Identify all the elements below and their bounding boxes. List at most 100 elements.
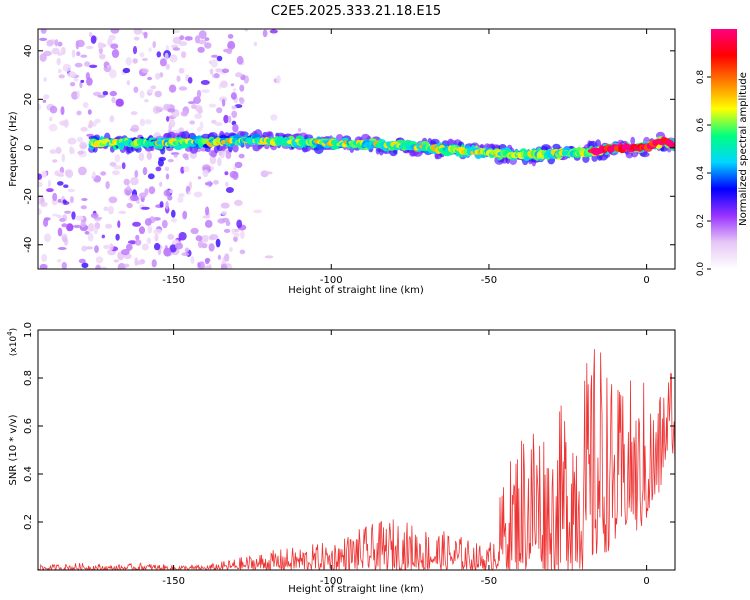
noise-blob xyxy=(67,188,76,193)
noise-blob xyxy=(121,249,130,256)
noise-blob xyxy=(55,146,62,154)
figure-title: C2E5.2025.333.21.18.E15 xyxy=(271,4,441,19)
noise-blob xyxy=(201,235,210,239)
noise-blob xyxy=(123,178,130,186)
noise-blob xyxy=(87,232,94,242)
noise-blob xyxy=(61,261,67,269)
noise-blob xyxy=(214,122,223,126)
noise-blob xyxy=(51,47,60,55)
noise-blob xyxy=(62,236,68,243)
noise-blob xyxy=(124,263,130,268)
noise-blob xyxy=(117,220,121,228)
noise-blob xyxy=(85,246,94,250)
noise-blob xyxy=(165,63,170,70)
noise-blob xyxy=(164,52,169,61)
y-tick-label: -20 xyxy=(23,188,34,204)
noise-blob xyxy=(230,92,237,100)
noise-blob xyxy=(88,31,93,38)
noise-blob xyxy=(225,187,234,193)
noise-blob xyxy=(71,148,75,155)
noise-blob xyxy=(231,229,236,235)
noise-blob xyxy=(146,237,152,245)
noise-blob xyxy=(76,39,85,48)
noise-blob xyxy=(84,61,91,67)
noise-blob xyxy=(110,29,120,34)
snr-multiplier-close: ) xyxy=(9,328,19,332)
snr-multiplier: (x104) xyxy=(6,328,19,356)
noise-blob xyxy=(99,53,106,60)
noise-blob xyxy=(110,43,119,49)
noise-blob xyxy=(181,51,187,59)
noise-blob xyxy=(47,179,52,188)
noise-blob xyxy=(58,74,65,79)
noise-blob xyxy=(46,188,54,193)
x-tick-label: -100 xyxy=(320,275,343,286)
noise-blob xyxy=(183,166,190,173)
ridge-blob xyxy=(630,136,636,145)
noise-blob xyxy=(90,35,97,44)
spectrogram-panel: -150 -100 -50 0 -40 -20 0 20 40 Height of strai… xyxy=(8,28,676,296)
noise-blob xyxy=(56,259,62,263)
noise-blob xyxy=(114,154,121,163)
noise-blob xyxy=(88,120,94,128)
x-tick-label: -50 xyxy=(481,576,497,587)
noise-blob xyxy=(139,52,145,58)
noise-blob xyxy=(155,106,164,113)
noise-blob xyxy=(76,90,80,99)
noise-blob xyxy=(178,193,185,198)
noise-blob xyxy=(197,176,202,180)
noise-blob xyxy=(168,84,177,93)
noise-blob xyxy=(153,228,163,235)
noise-blob xyxy=(229,170,238,179)
noise-blob xyxy=(227,264,233,269)
noise-blob xyxy=(148,47,152,52)
x-tick-label: -150 xyxy=(162,576,185,587)
noise-blob xyxy=(238,97,244,102)
noise-blob xyxy=(107,205,114,215)
noise-blob xyxy=(169,54,178,63)
noise-blob xyxy=(180,111,188,117)
x-tick-label: -50 xyxy=(481,275,497,286)
noise-blob xyxy=(205,259,210,265)
spectrogram-x-axis: -150 -100 -50 0 xyxy=(162,29,650,286)
noise-blob xyxy=(79,141,87,150)
colorbar-label: Normalized spectral amplitude xyxy=(738,72,749,226)
noise-blob xyxy=(184,247,189,253)
spectrogram-y-label: Frequency (Hz) xyxy=(8,111,19,187)
noise-blob xyxy=(148,186,156,195)
noise-blob xyxy=(113,259,120,263)
noise-blob xyxy=(234,199,243,206)
noise-blob xyxy=(276,75,281,84)
noise-blob xyxy=(52,159,58,163)
noise-blob xyxy=(46,39,54,47)
noise-blob xyxy=(233,232,240,238)
noise-blob xyxy=(44,233,51,243)
x-tick-label: 0 xyxy=(643,576,649,587)
noise-blob xyxy=(227,34,234,39)
noise-blob xyxy=(95,264,101,269)
noise-blob xyxy=(112,170,120,176)
noise-blob xyxy=(164,166,170,172)
noise-blob xyxy=(154,233,159,242)
noise-blob xyxy=(163,247,172,257)
noise-blob xyxy=(38,181,43,188)
noise-blob xyxy=(63,184,69,188)
noise-blob xyxy=(64,210,72,214)
ridge-blob xyxy=(603,153,611,158)
noise-blob xyxy=(198,30,207,39)
noise-blob xyxy=(133,36,140,41)
noise-blob xyxy=(159,72,164,78)
noise-blob xyxy=(224,253,230,262)
snr-multiplier-base: (x10 xyxy=(9,336,19,357)
noise-blob xyxy=(52,192,58,202)
noise-blob xyxy=(216,55,223,62)
noise-blob xyxy=(40,201,48,207)
noise-blob xyxy=(165,201,169,210)
noise-blob xyxy=(76,136,84,143)
noise-blob xyxy=(239,249,246,255)
noise-blob xyxy=(134,170,139,178)
noise-blob xyxy=(57,198,63,203)
noise-blob xyxy=(208,103,217,108)
noise-blob xyxy=(220,154,225,159)
noise-blob xyxy=(132,46,138,55)
